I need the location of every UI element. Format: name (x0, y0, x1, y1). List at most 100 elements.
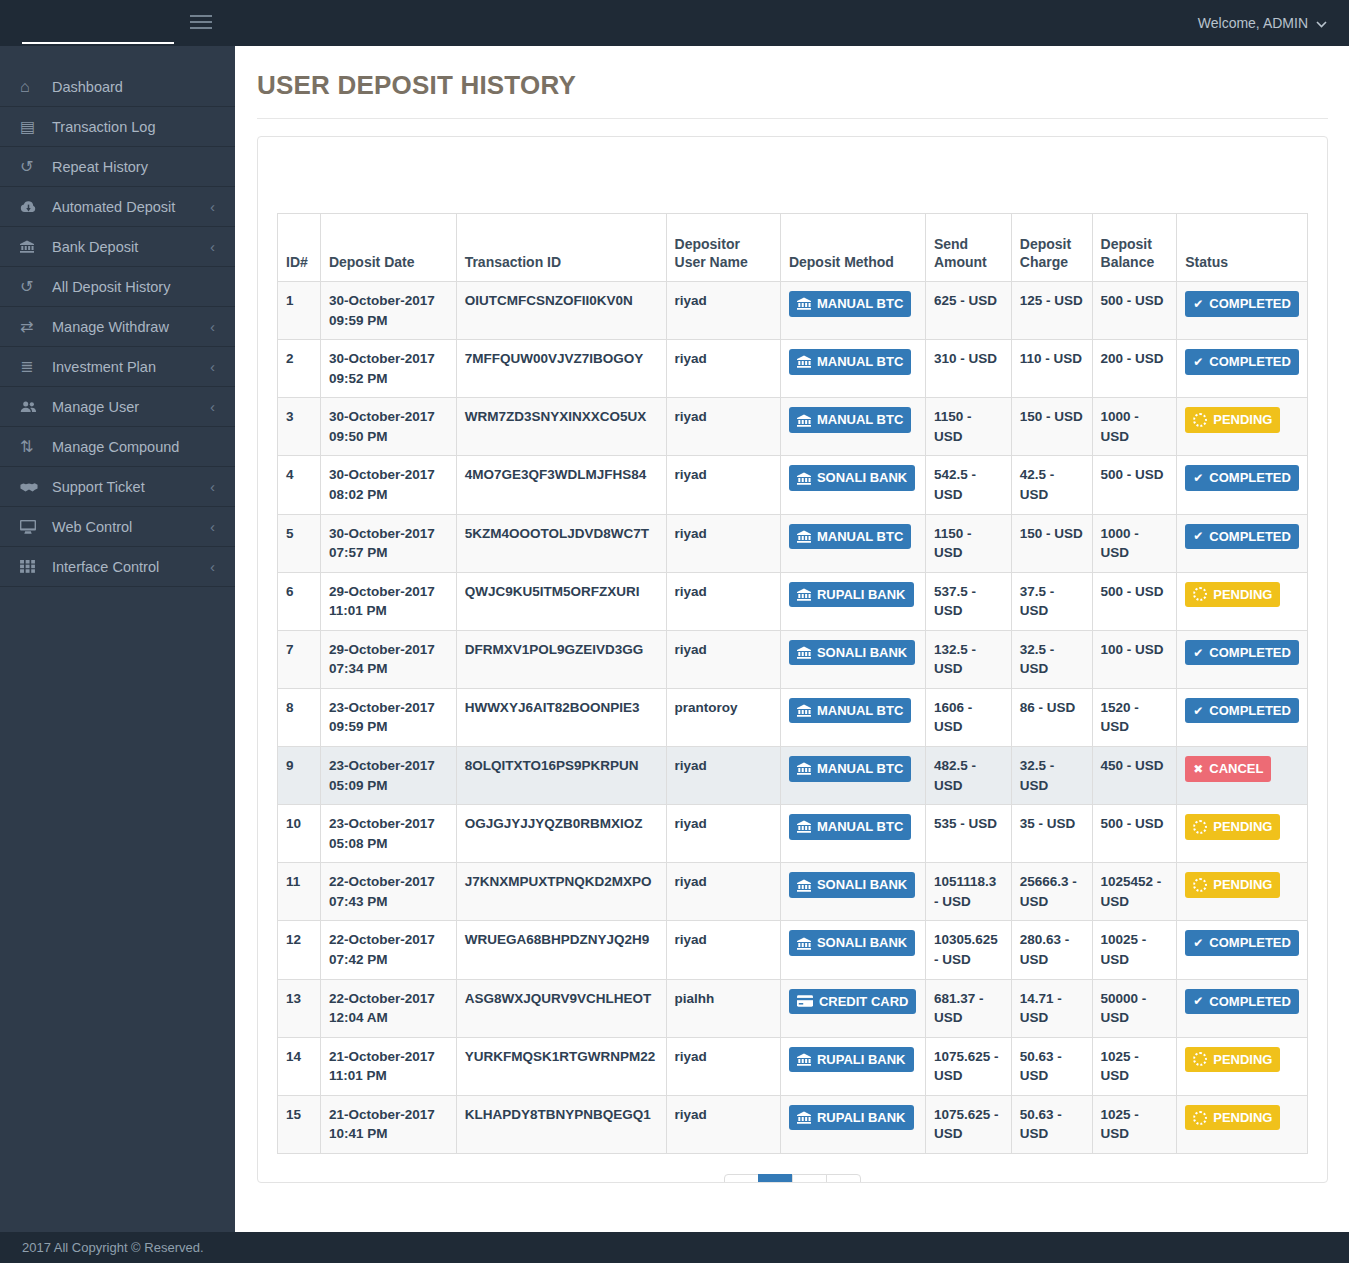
sidebar-item-bank-deposit[interactable]: Bank Deposit‹ (0, 227, 235, 267)
spinner-icon (1193, 413, 1207, 427)
cell-send-amount: 1051118.3 - USD (925, 863, 1011, 921)
cell-depositor: riyad (666, 340, 780, 398)
deposit-date-text: 22-October-2017 (329, 872, 448, 892)
cell-depositor: riyad (666, 1095, 780, 1153)
cell-id: 7 (278, 630, 321, 688)
deposit-time-text: 09:52 PM (329, 369, 448, 389)
cell-transaction-id: QWJC9KU5ITM5ORFZXURI (456, 572, 666, 630)
cell-depositor: riyad (666, 1037, 780, 1095)
deposit-date-text: 23-October-2017 (329, 756, 448, 776)
cell-transaction-id: DFRMXV1POL9GZEIVD3GG (456, 630, 666, 688)
cell-method: MANUAL BTC (780, 805, 925, 863)
sidebar-item-manage-compound[interactable]: ⇅ Manage Compound (0, 427, 235, 467)
table-row: 8 23-October-201709:59 PM HWWXYJ6AIT82BOON… (278, 688, 1308, 746)
sidebar-item-web-control[interactable]: Web Control‹ (0, 507, 235, 547)
deposit-time-text: 09:59 PM (329, 717, 448, 737)
bank-icon (797, 530, 811, 543)
footer: 2017 All Copyright © Reserved. (0, 1232, 1349, 1263)
sort-icon: ⇅ (20, 439, 46, 455)
hamburger-icon[interactable] (190, 15, 214, 31)
page-button-1[interactable]: 1 (758, 1174, 793, 1183)
cell-method: RUPALI BANK (780, 1095, 925, 1153)
sidebar-item-interface-control[interactable]: Interface Control‹ (0, 547, 235, 587)
cell-transaction-id: HWWXYJ6AIT82BOONPIE3 (456, 688, 666, 746)
cell-transaction-id: YURKFMQSK1RTGWRNPM22 (456, 1037, 666, 1095)
check-icon: ✔ (1193, 995, 1203, 1007)
bank-icon (797, 646, 811, 659)
cell-deposit-balance: 200 - USD (1092, 340, 1177, 398)
page-button-2[interactable]: 2 (792, 1174, 827, 1183)
cell-deposit-balance: 500 - USD (1092, 805, 1177, 863)
cell-transaction-id: OGJGJYJJYQZB0RBMXIOZ (456, 805, 666, 863)
sidebar-item-automated-deposit[interactable]: Automated Deposit‹ (0, 187, 235, 227)
deposit-time-text: 07:57 PM (329, 543, 448, 563)
cell-id: 9 (278, 747, 321, 805)
deposit-date-text: 22-October-2017 (329, 930, 448, 950)
cell-status: ✔COMPLETED (1177, 282, 1308, 340)
main-content: USER DEPOSIT HISTORY ID#Deposit DateTran… (235, 46, 1349, 1232)
spinner-icon (1193, 878, 1207, 892)
sidebar-item-dashboard[interactable]: ⌂ Dashboard (0, 67, 235, 107)
status-badge: ✖CANCEL (1185, 756, 1271, 782)
cell-id: 13 (278, 979, 321, 1037)
sidebar-item-label: Dashboard (52, 79, 217, 95)
cell-deposit-date: 30-October-201709:52 PM (320, 340, 456, 398)
cell-deposit-balance: 500 - USD (1092, 572, 1177, 630)
sidebar-item-support-ticket[interactable]: Support Ticket‹ (0, 467, 235, 507)
deposit-time-text: 11:01 PM (329, 1066, 448, 1086)
sidebar-item-label: All Deposit History (52, 279, 217, 295)
cell-deposit-date: 23-October-201705:09 PM (320, 747, 456, 805)
cell-status: ✔COMPLETED (1177, 456, 1308, 514)
sidebar-item-label: Interface Control (52, 559, 210, 575)
sidebar-item-label: Web Control (52, 519, 210, 535)
check-icon: ✔ (1193, 356, 1203, 368)
status-badge: PENDING (1185, 872, 1280, 898)
table-row: 1122-October-201707:43 PMJ7KNXMPUXTPNQKD… (278, 863, 1308, 921)
cell-id: 8 (278, 688, 321, 746)
status-badge: ✔COMPLETED (1185, 698, 1299, 724)
user-menu[interactable]: Welcome, ADMIN (1198, 0, 1327, 46)
table-row: 430-October-201708:02 PM4MO7GE3QF3WDLMJF… (278, 456, 1308, 514)
sidebar-item-investment-plan[interactable]: ≣Investment Plan‹ (0, 347, 235, 387)
deposit-date-text: 23-October-2017 (329, 698, 448, 718)
cell-deposit-charge: 50.63 - USD (1011, 1095, 1092, 1153)
users-icon (20, 400, 46, 413)
handshake-icon (20, 481, 46, 493)
deposit-method-badge: MANUAL BTC (789, 698, 911, 724)
cell-status: ✔COMPLETED (1177, 630, 1308, 688)
deposit-time-text: 09:59 PM (329, 311, 448, 331)
home-icon: ⌂ (20, 79, 46, 95)
sidebar-item-repeat-history[interactable]: ↺Repeat History (0, 147, 235, 187)
table-row: 729-October-201707:34 PMDFRMXV1POL9GZEIV… (278, 630, 1308, 688)
bank-icon (797, 937, 811, 950)
cell-status: PENDING (1177, 572, 1308, 630)
deposit-time-text: 05:08 PM (329, 834, 448, 854)
table-row: 1023-October-201705:08 PMOGJGJYJJYQZB0RB… (278, 805, 1308, 863)
sidebar-item-label: Manage Compound (52, 439, 217, 455)
cell-id: 6 (278, 572, 321, 630)
prev-page-button[interactable]: « (724, 1174, 759, 1183)
cell-depositor: riyad (666, 282, 780, 340)
cell-send-amount: 1150 - USD (925, 514, 1011, 572)
cell-deposit-date: 30-October-201708:02 PM (320, 456, 456, 514)
deposit-method-badge: RUPALI BANK (789, 582, 914, 608)
deposit-time-text: 09:50 PM (329, 427, 448, 447)
sidebar-item-manage-withdraw[interactable]: ⇄Manage Withdraw‹ (0, 307, 235, 347)
sidebar-item-transaction-log[interactable]: ▤Transaction Log (0, 107, 235, 147)
sidebar-item-manage-user[interactable]: Manage User‹ (0, 387, 235, 427)
cell-status: ✖CANCEL (1177, 747, 1308, 805)
next-page-button[interactable]: » (826, 1174, 861, 1183)
column-header: Transaction ID (456, 214, 666, 282)
deposit-date-text: 29-October-2017 (329, 582, 448, 602)
chevron-down-icon (1316, 21, 1327, 28)
cell-status: ✔COMPLETED (1177, 688, 1308, 746)
sidebar-item-all-deposit-history[interactable]: ↺All Deposit History (0, 267, 235, 307)
cell-id: 11 (278, 863, 321, 921)
table-row: 230-October-201709:52 PM7MFFQUW00VJVZ7IB… (278, 340, 1308, 398)
cell-deposit-date: 22-October-201707:43 PM (320, 863, 456, 921)
list-icon: ≣ (20, 359, 46, 375)
table-row: 1322-October-201712:04 AMASG8WXJQURV9VCH… (278, 979, 1308, 1037)
cell-status: PENDING (1177, 398, 1308, 456)
cell-id: 10 (278, 805, 321, 863)
column-header: Deposit Charge (1011, 214, 1092, 282)
